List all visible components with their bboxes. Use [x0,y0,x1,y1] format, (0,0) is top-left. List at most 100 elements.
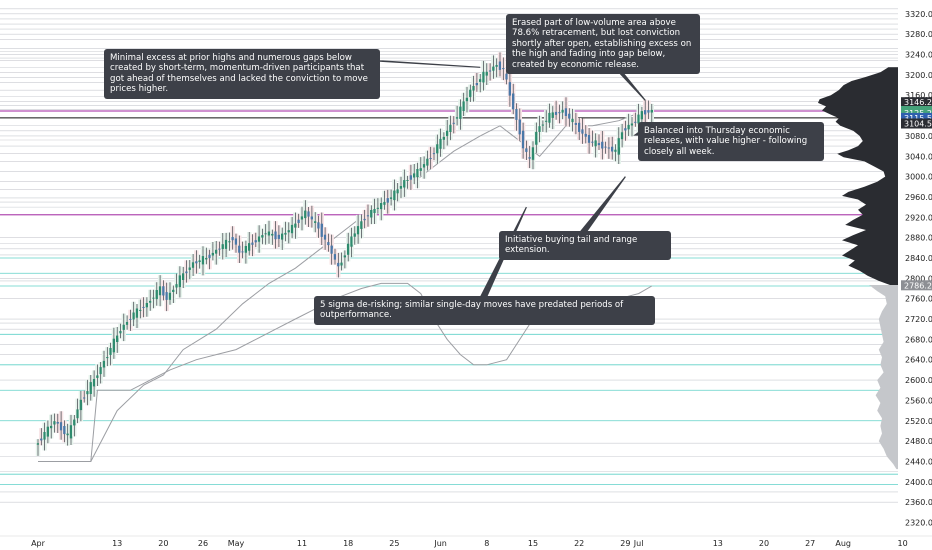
candle-body [330,245,333,254]
candle-body [465,97,469,102]
candle-body [525,148,528,152]
candle-body [79,399,83,411]
candle-body [604,146,607,148]
candle-body [452,122,455,124]
x-tick-label: 29 [620,539,630,548]
candle-body [261,235,264,238]
candle-body [333,254,337,260]
candle-body [584,133,587,137]
candle-body [304,210,307,219]
candle-body [479,79,482,82]
candle-body [221,244,224,250]
candle-body [158,286,162,296]
candle-body [601,141,604,149]
price-tag-label: 3115.50 [904,114,932,123]
candle-body [403,180,406,188]
candle-body [92,379,96,387]
candle-body [422,164,426,168]
candle-body [356,226,360,235]
candle-body [96,375,99,378]
candle-body [535,131,538,145]
x-tick-label: 8 [484,539,489,548]
candle-body [271,233,274,236]
candle-body [297,219,300,223]
y-tick-label: 2760.00 [905,295,932,304]
candle-body [267,231,271,236]
candle-body [201,256,205,265]
candle-body [587,135,591,143]
candle-body [614,149,617,152]
indicator-lines [38,107,653,462]
candle-body [558,112,561,114]
candle-body [314,221,317,223]
candle-body [469,89,472,98]
price-tag [901,97,932,108]
candle-body [76,409,79,419]
x-tick-label: 18 [343,539,353,548]
candle-body [274,231,277,240]
candle-body [162,286,165,296]
candle-body [317,222,320,229]
candle-body [637,114,640,124]
x-tick-label: May [228,539,245,548]
candle-body [574,123,578,125]
candle-body [578,122,581,132]
candle-body [145,303,149,308]
candle-body [112,338,116,353]
candle-body [327,242,330,246]
candle-body [228,241,231,243]
candle-body [300,216,304,220]
annot-minimal-excess: Minimal excess at prior highs and numero… [104,49,380,99]
candle-body [340,262,343,266]
candle-body [182,273,185,280]
y-tick-label: 3000.00 [905,173,932,182]
y-tick-label: 2400.00 [905,478,932,487]
candle-body [647,110,650,113]
candle-body [284,232,287,235]
candle-body [528,157,531,159]
candle-body [205,257,208,260]
candle-body [488,70,492,72]
candle-body [650,109,653,113]
x-tick-label: 25 [389,539,399,548]
candle-body [363,218,366,221]
candle-body [376,207,380,209]
candle-body [254,240,257,243]
candle-body [620,132,624,140]
annot-erased-low-volume: Erased part of low-volume area above 78.… [506,14,700,75]
y-tick-label: 2360.00 [905,498,932,507]
x-tick-label: 13 [112,539,122,548]
candle-body [545,120,548,122]
candle-body [89,382,92,394]
candle-body [175,284,178,288]
candle-body [538,126,541,132]
candle-body [386,198,389,203]
volume-profile [818,67,898,470]
time-axis: Apr 13 20 26 May 11 18 25 Jun 8 15 22 29 Jul 13 20 27 Aug… [0,535,932,550]
candle-body [63,426,66,435]
candle-body [380,203,383,210]
candle-body [241,251,244,253]
candle-body [56,422,59,424]
candle-body [231,237,234,241]
candle-body [432,153,436,155]
y-tick-label: 2520.00 [905,417,932,426]
price-axis: 2320.00 2360.00 2400.00 2440.00 2480.00 2520.… [898,0,932,550]
candle-body [251,242,254,245]
candle-body [109,348,112,355]
candle-body [360,221,363,229]
candle-body [149,300,152,303]
candle-body [337,262,340,267]
candle-body [350,236,353,247]
candle-body [548,112,551,123]
y-tick-label: 2920.00 [905,213,932,222]
candle-body [406,180,409,181]
candle-body [155,290,158,300]
y-tick-label: 2720.00 [905,315,932,324]
candle-body [449,124,452,132]
candle-body [419,168,422,171]
candle-body [634,121,637,123]
candle-body [211,252,215,256]
x-tick-label: 13 [713,539,723,548]
candle-body [40,438,43,441]
